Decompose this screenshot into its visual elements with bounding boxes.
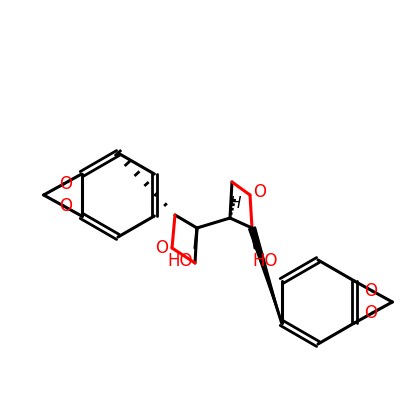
Text: H: H xyxy=(229,196,241,210)
Text: O: O xyxy=(254,183,266,201)
Text: O: O xyxy=(59,197,72,215)
Text: O: O xyxy=(364,304,377,322)
Text: HO: HO xyxy=(252,252,278,270)
Text: O: O xyxy=(59,175,72,193)
Text: O: O xyxy=(156,239,168,257)
Text: O: O xyxy=(364,282,377,300)
Polygon shape xyxy=(249,227,282,323)
Text: HO: HO xyxy=(167,252,193,270)
